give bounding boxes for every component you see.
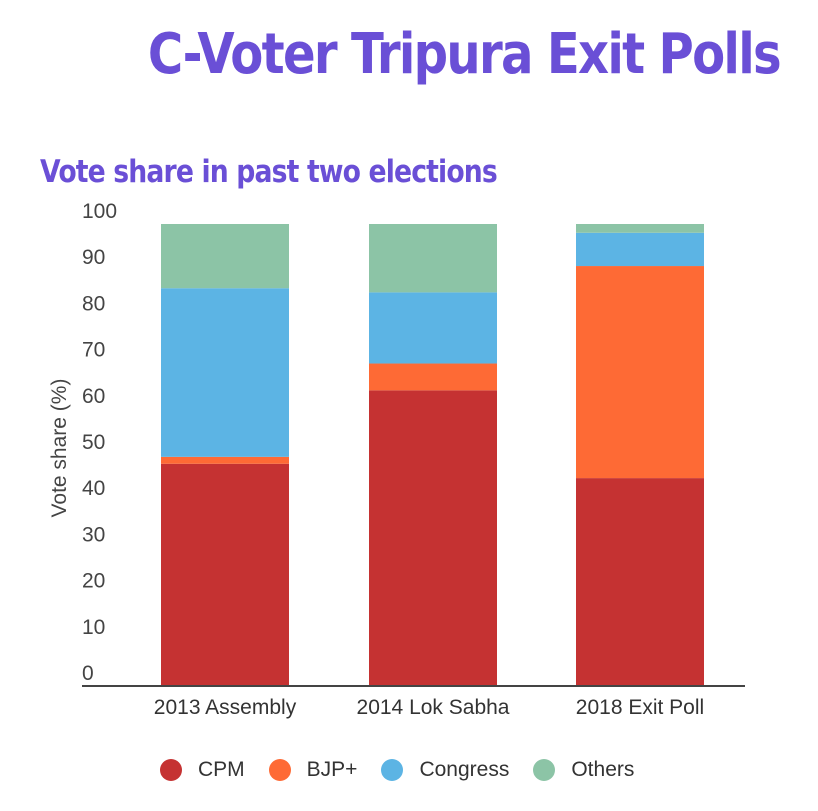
bar-segment-congress-1	[161, 288, 289, 457]
y-tick-label: 50	[82, 431, 105, 454]
legend-label: Others	[571, 758, 635, 781]
bar-segment-congress-2	[369, 292, 497, 364]
legend-swatch	[533, 759, 556, 781]
legend-swatch	[381, 759, 404, 781]
y-axis-ticks: 0 10 20 30 40 50 60 70 80 90 100	[82, 200, 117, 685]
y-tick-label: 80	[82, 292, 105, 315]
legend-label: CPM	[198, 758, 245, 781]
legend-swatch	[268, 759, 291, 781]
legend-swatch	[160, 759, 182, 781]
bar-segment-cpm-1	[161, 463, 289, 686]
page-title: C-Voter Tripura Exit Polls	[147, 22, 782, 87]
y-tick-label: 90	[82, 246, 105, 269]
legend-item: CPM	[160, 758, 245, 782]
bar-segment-bjp-2	[369, 363, 497, 391]
y-tick-label: 20	[82, 570, 105, 593]
chart-bars	[161, 224, 704, 686]
legend-item: Others	[533, 758, 634, 782]
chart-legend: CPM BJP+ Congress Others	[160, 758, 658, 782]
legend-item: BJP+	[268, 758, 358, 782]
x-tick-label: 2018 Exit Poll	[576, 696, 704, 719]
y-tick-label: 60	[82, 385, 105, 408]
legend-label: Congress	[419, 758, 510, 781]
y-axis-label: Vote share (%)	[48, 379, 71, 518]
bar-segment-cpm-3	[576, 478, 704, 686]
x-tick-label: 2013 Assembly	[154, 696, 297, 719]
y-tick-label: 70	[82, 339, 105, 362]
y-tick-label: 0	[82, 662, 94, 685]
bar-segment-congress-3	[576, 232, 704, 267]
bar-segment-bjp-1	[161, 456, 289, 464]
y-tick-label: 40	[82, 477, 105, 500]
x-tick-label: 2014 Lok Sabha	[357, 696, 510, 719]
y-tick-label: 10	[82, 616, 105, 639]
bar-segment-others-1	[161, 224, 289, 289]
legend-label: BJP+	[306, 758, 358, 781]
chart-subtitle: Vote share in past two elections	[40, 154, 498, 190]
y-tick-label: 100	[82, 200, 117, 223]
legend-item: Congress	[381, 758, 509, 782]
x-axis-labels: 2013 Assembly 2014 Lok Sabha 2018 Exit Pol…	[154, 696, 704, 719]
bar-segment-bjp-3	[576, 266, 704, 479]
bar-segment-others-3	[576, 224, 704, 233]
bar-segment-cpm-2	[369, 390, 497, 686]
y-tick-label: 30	[82, 523, 105, 546]
bar-segment-others-2	[369, 224, 497, 293]
